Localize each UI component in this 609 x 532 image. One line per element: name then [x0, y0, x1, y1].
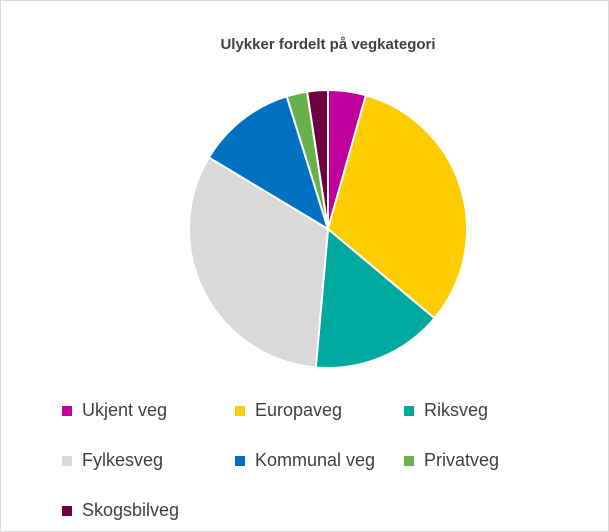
- legend-label: Europaveg: [255, 400, 342, 420]
- legend-swatch: [404, 406, 414, 416]
- chart-title: Ulykker fordelt på vegkategori: [220, 36, 435, 53]
- legend-label: Privatveg: [424, 450, 499, 470]
- legend-swatch: [62, 456, 72, 466]
- legend-swatch: [62, 506, 72, 516]
- legend-swatch: [62, 406, 72, 416]
- pie-slice: [207, 95, 330, 232]
- legend-label: Riksveg: [424, 400, 488, 420]
- pie-slice: [305, 88, 329, 230]
- legend-label: Skogsbilveg: [82, 500, 179, 520]
- legend-label: Fylkesveg: [82, 450, 163, 470]
- legend-swatch: [235, 406, 245, 416]
- legend-swatch: [404, 456, 414, 466]
- pie-slice: [314, 227, 436, 369]
- pie-slice: [188, 156, 330, 369]
- pie-slice: [326, 94, 468, 320]
- legend-label: Ukjent veg: [82, 400, 167, 420]
- legend-swatch: [235, 456, 245, 466]
- legend-label: Kommunal veg: [255, 450, 375, 470]
